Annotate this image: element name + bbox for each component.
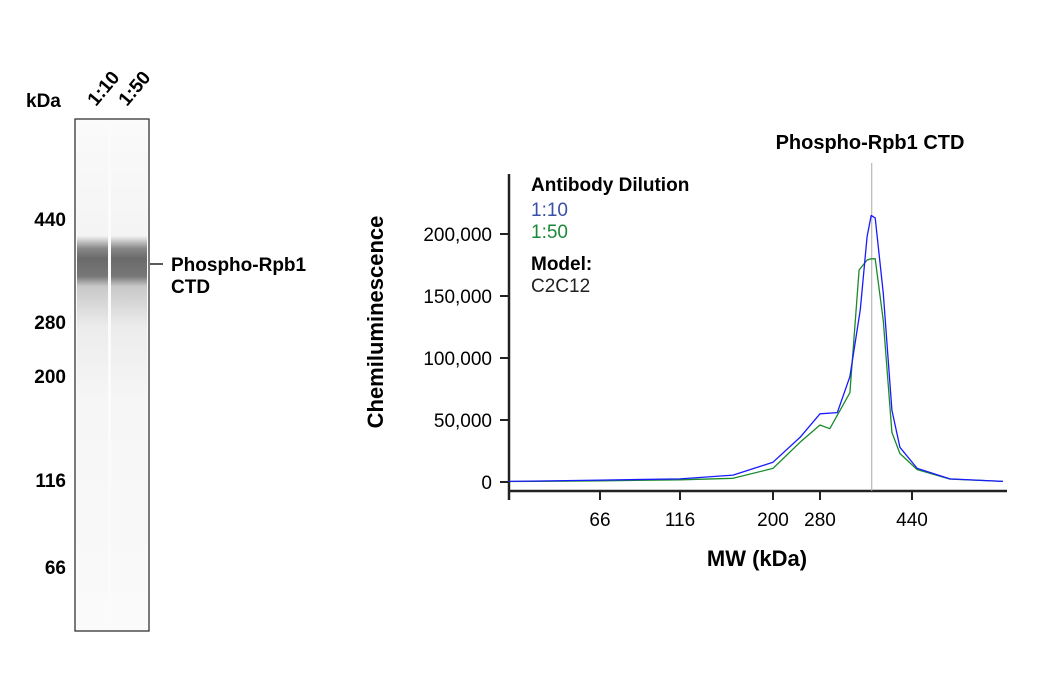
marker-280: 280 (34, 313, 66, 334)
marker-200: 200 (34, 367, 66, 388)
legend-title: Antibody Dilution (531, 175, 689, 196)
kda-label: kDa (26, 91, 61, 112)
band-label-line1: Phospho-Rpb1 (171, 255, 307, 276)
x-tick-label: 200 (757, 510, 789, 531)
x-axis-label: MW (kDa) (707, 546, 807, 571)
marker-116: 116 (35, 471, 66, 492)
y-axis-label: Chemiluminescence (363, 216, 388, 429)
y-tick-label: 50,000 (434, 411, 492, 432)
x-tick-label: 440 (896, 510, 928, 531)
blot-lane-1 (77, 125, 108, 629)
western-blot-panel: kDa 1:10 1:50 440 280 200 116 66 Phospho… (26, 68, 307, 632)
marker-66: 66 (45, 558, 66, 579)
blot-lane-2 (111, 125, 147, 629)
series-line-1-10 (508, 214, 1003, 483)
lane-label-1: 1:10 (84, 68, 125, 111)
x-tick-label: 280 (804, 510, 836, 531)
model-label: Model: (531, 254, 592, 275)
series-line-1-50 (508, 258, 1003, 483)
chart-title: Phospho-Rpb1 CTD (776, 132, 965, 154)
lane-label-2: 1:50 (115, 68, 156, 111)
model-value: C2C12 (531, 276, 590, 297)
line-chart: Phospho-Rpb1 CTD Chemiluminescence MW (k… (363, 132, 1007, 571)
y-tick-label: 200,000 (423, 225, 492, 246)
x-tick-label: 116 (665, 510, 695, 531)
marker-440: 440 (34, 210, 66, 231)
y-tick-label: 100,000 (423, 349, 492, 370)
y-tick-label: 150,000 (423, 287, 492, 308)
y-tick-label: 0 (481, 473, 492, 494)
legend-series-2: 1:50 (531, 222, 568, 243)
x-tick-label: 66 (589, 510, 610, 531)
band-label-line2: CTD (171, 277, 210, 298)
legend-series-1: 1:10 (531, 200, 568, 221)
